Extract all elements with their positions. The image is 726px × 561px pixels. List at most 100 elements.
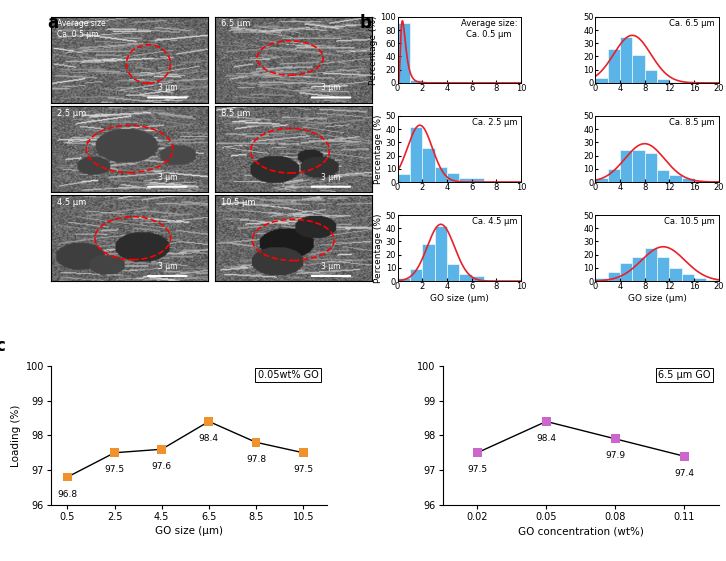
Bar <box>682 81 694 83</box>
Bar <box>669 268 682 281</box>
Point <box>109 448 121 457</box>
Bar <box>398 278 410 281</box>
Text: 3 μm: 3 μm <box>322 173 340 182</box>
X-axis label: GO size (μm): GO size (μm) <box>627 295 686 304</box>
Text: 96.8: 96.8 <box>57 490 78 499</box>
Bar <box>694 278 706 281</box>
Bar <box>410 80 423 83</box>
Bar <box>706 181 719 182</box>
Bar <box>595 278 608 281</box>
Bar <box>509 181 521 182</box>
Text: Average size:
Ca. 0.5 μm: Average size: Ca. 0.5 μm <box>57 20 108 39</box>
Bar <box>608 272 620 281</box>
Point <box>62 472 73 481</box>
Bar <box>398 174 410 182</box>
Y-axis label: Percentage (%): Percentage (%) <box>374 114 383 183</box>
Bar <box>472 178 484 182</box>
X-axis label: GO concentration (wt%): GO concentration (wt%) <box>518 526 644 536</box>
Bar <box>694 81 706 83</box>
Point <box>250 438 262 447</box>
Bar <box>706 280 719 281</box>
Text: 10.5 μm: 10.5 μm <box>221 198 256 207</box>
Bar <box>484 181 497 182</box>
Point <box>540 417 552 426</box>
Text: 3 μm: 3 μm <box>158 262 177 271</box>
Bar <box>632 55 645 83</box>
Text: Average size:
Ca. 0.5 μm: Average size: Ca. 0.5 μm <box>461 19 518 39</box>
Bar <box>669 81 682 83</box>
Bar <box>484 280 497 281</box>
Bar <box>460 178 472 182</box>
Text: b: b <box>359 14 371 32</box>
Bar <box>694 181 706 182</box>
Text: Ca. 10.5 μm: Ca. 10.5 μm <box>664 217 715 226</box>
Bar <box>460 274 472 281</box>
Bar <box>423 148 435 182</box>
Bar <box>669 176 682 182</box>
Bar <box>472 276 484 281</box>
Bar <box>620 263 632 281</box>
Point <box>609 434 621 443</box>
Bar <box>435 82 447 83</box>
Bar <box>435 168 447 182</box>
Text: Ca. 8.5 μm: Ca. 8.5 μm <box>669 118 715 127</box>
Text: 6.5 μm GO: 6.5 μm GO <box>658 370 711 380</box>
Text: 97.5: 97.5 <box>467 465 487 474</box>
Text: 3 μm: 3 μm <box>322 84 340 93</box>
Bar <box>497 181 509 182</box>
Text: 8.5 μm: 8.5 μm <box>221 109 250 118</box>
Bar <box>632 257 645 281</box>
Bar <box>657 170 669 182</box>
Point <box>156 445 168 454</box>
Bar <box>706 81 719 83</box>
Bar <box>435 226 447 281</box>
Text: 97.4: 97.4 <box>674 469 694 478</box>
Text: 0.05wt% GO: 0.05wt% GO <box>258 370 319 380</box>
Text: c: c <box>0 337 6 355</box>
X-axis label: GO size (μm): GO size (μm) <box>430 295 489 304</box>
Bar <box>657 79 669 83</box>
Text: 3 μm: 3 μm <box>158 84 177 93</box>
Point <box>471 448 483 457</box>
Bar <box>447 173 460 182</box>
Text: 97.9: 97.9 <box>605 452 625 461</box>
Bar <box>657 257 669 281</box>
Bar <box>608 49 620 83</box>
Text: 4.5 μm: 4.5 μm <box>57 198 86 207</box>
Y-axis label: Percentage (%): Percentage (%) <box>374 213 383 283</box>
Bar <box>423 244 435 281</box>
Bar <box>620 36 632 83</box>
Bar <box>682 274 694 281</box>
Bar <box>595 178 608 182</box>
Point <box>678 452 690 461</box>
Text: 6.5 μm: 6.5 μm <box>221 20 250 29</box>
Text: 3 μm: 3 μm <box>158 173 177 182</box>
Bar <box>608 169 620 182</box>
Point <box>203 417 215 426</box>
Y-axis label: Loading (%): Loading (%) <box>12 404 21 467</box>
Text: 98.4: 98.4 <box>537 434 556 443</box>
Text: 98.4: 98.4 <box>199 434 219 443</box>
Bar <box>645 70 657 83</box>
Bar <box>447 264 460 281</box>
Bar <box>509 280 521 281</box>
Bar <box>595 77 608 83</box>
Text: Ca. 2.5 μm: Ca. 2.5 μm <box>472 118 518 127</box>
Bar <box>423 81 435 83</box>
Text: 97.8: 97.8 <box>246 455 266 464</box>
Text: 3 μm: 3 μm <box>322 262 340 271</box>
Bar <box>410 126 423 182</box>
Bar <box>620 150 632 182</box>
Bar <box>632 150 645 182</box>
Bar <box>645 153 657 182</box>
Y-axis label: Percentage (%): Percentage (%) <box>369 15 378 85</box>
Bar <box>398 24 410 83</box>
Text: Ca. 6.5 μm: Ca. 6.5 μm <box>669 19 715 28</box>
Text: 97.6: 97.6 <box>152 462 172 471</box>
Text: 97.5: 97.5 <box>293 465 314 474</box>
X-axis label: GO size (μm): GO size (μm) <box>155 526 223 536</box>
Bar <box>645 248 657 281</box>
Text: a: a <box>47 14 58 32</box>
Bar <box>682 178 694 182</box>
Bar <box>410 269 423 281</box>
